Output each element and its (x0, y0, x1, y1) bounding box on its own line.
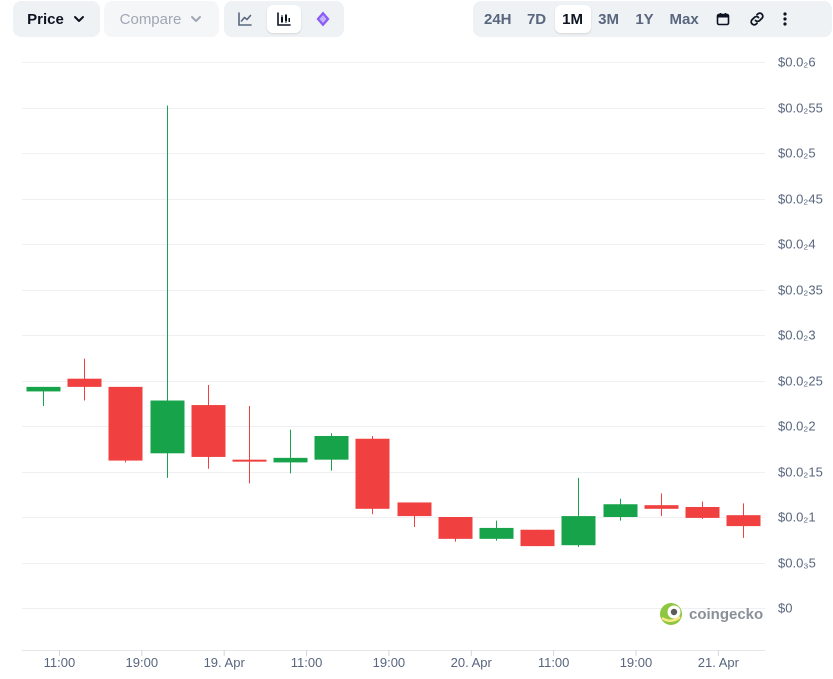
coingecko-logo-icon (660, 603, 682, 625)
x-tick-label: 21. Apr (698, 655, 740, 670)
range-3m-button[interactable]: 3M (598, 10, 619, 28)
candle-body-up (150, 400, 185, 454)
candle[interactable] (314, 433, 349, 471)
coingecko-watermark: coingecko (660, 603, 763, 625)
chevron-down-icon (191, 16, 202, 22)
candle[interactable] (479, 520, 514, 541)
candle-body-up (26, 386, 61, 392)
chart-type-switcher (224, 1, 344, 37)
candlestick-chart-icon (277, 12, 291, 26)
candle[interactable] (520, 529, 555, 547)
candle-body-down (232, 459, 267, 462)
y-tick-label: $0.0₂4 (778, 237, 816, 252)
share-link-button[interactable] (740, 5, 774, 33)
link-icon (750, 12, 764, 26)
compare-dropdown-label: Compare (119, 10, 182, 28)
calendar-icon (716, 13, 730, 26)
candles (26, 105, 761, 548)
chevron-down-icon (73, 16, 84, 22)
tradingview-icon (316, 11, 330, 27)
range-1m-button[interactable]: 1M (554, 5, 591, 33)
y-tick-label: $0.0₂6 (778, 55, 816, 70)
candlestick-chart: $0.0₂6 $0.0₂55 $0.0₂5 $0.0₂45 $0.0₂4 $0.0₂35 $… (22, 55, 823, 670)
candle[interactable] (644, 493, 679, 517)
x-tick-label: 11:00 (538, 655, 570, 670)
range-max-button[interactable]: Max (669, 10, 699, 28)
y-tick-label: $0.0₂55 (778, 101, 823, 116)
date-picker-button[interactable] (706, 5, 740, 33)
x-tick-label: 11:00 (291, 655, 323, 670)
candle[interactable] (273, 429, 308, 474)
line-chart-button[interactable] (228, 5, 261, 33)
candle-body-down (726, 515, 761, 527)
candlestick-chart-button[interactable] (267, 5, 301, 33)
chart-toolbar: Price Compare 24H 7D 1M 3M 1Y Max (0, 0, 833, 40)
y-tick-label: $0.0₂35 (778, 283, 823, 298)
range-24h-button[interactable]: 24H (484, 10, 512, 28)
candle[interactable] (232, 405, 267, 484)
y-tick-label: $0.0₂15 (778, 465, 823, 480)
candle-body-up (561, 516, 596, 546)
x-tick-label: 11:00 (44, 655, 76, 670)
y-tick-label: $0.0₂5 (778, 146, 816, 161)
candle[interactable] (603, 498, 638, 521)
price-dropdown-label: Price (27, 10, 64, 28)
line-chart-icon (237, 12, 252, 26)
candle-body-up (603, 504, 638, 517)
x-tick-label: 19:00 (373, 655, 406, 670)
tradingview-button[interactable] (307, 5, 340, 33)
price-dropdown[interactable]: Price (13, 1, 100, 37)
more-vertical-icon (783, 12, 787, 26)
x-tick-label: 19. Apr (204, 655, 246, 670)
candle-body-up (314, 436, 349, 460)
candle[interactable] (67, 358, 102, 401)
candle-body-down (520, 529, 555, 547)
x-tick-label: 19:00 (620, 655, 653, 670)
y-axis-labels: $0.0₂6 $0.0₂55 $0.0₂5 $0.0₂45 $0.0₂4 $0.0₂35 $… (778, 55, 823, 616)
candle-body-down (397, 502, 432, 517)
candle-body-down (685, 506, 720, 518)
candle-body-down (67, 378, 102, 387)
y-tick-label: $0.0₂2 (778, 419, 816, 434)
candle[interactable] (561, 477, 596, 548)
candle[interactable] (438, 517, 473, 542)
candle[interactable] (191, 385, 226, 469)
candle[interactable] (397, 502, 432, 528)
candle-body-up (273, 457, 308, 463)
compare-dropdown[interactable]: Compare (104, 1, 219, 37)
y-tick-label: $0.0₂3 (778, 328, 816, 343)
grid-lines (22, 62, 765, 651)
candle[interactable] (26, 386, 61, 406)
x-axis-labels: 11:00 19:00 19. Apr 11:00 19:00 20. Apr 11:00 1… (44, 650, 740, 670)
time-range-switcher: 24H 7D 1M 3M 1Y Max (473, 1, 832, 37)
candle-body-down (355, 438, 390, 509)
candle[interactable] (150, 105, 185, 478)
y-tick-label: $0.0₂1 (778, 510, 816, 525)
candle-body-down (644, 505, 679, 509)
candle-body-down (191, 405, 226, 457)
range-1y-button[interactable]: 1Y (635, 10, 654, 28)
x-tick-label: 20. Apr (451, 655, 493, 670)
y-tick-label: $0.0₂25 (778, 374, 823, 389)
watermark-text: coingecko (689, 606, 763, 623)
candle-body-up (479, 527, 514, 539)
x-tick-label: 19:00 (126, 655, 159, 670)
candle[interactable] (355, 436, 390, 515)
candle-body-down (108, 386, 143, 461)
more-options-button[interactable] (774, 5, 796, 33)
y-tick-label: $0.0₂45 (778, 192, 823, 207)
candle[interactable] (108, 386, 143, 463)
candle[interactable] (726, 503, 761, 538)
range-7d-button[interactable]: 7D (526, 10, 547, 28)
y-tick-label: $0.0₃5 (778, 556, 816, 571)
candle-body-down (438, 517, 473, 539)
y-tick-label: $0 (778, 601, 792, 616)
candle[interactable] (685, 501, 720, 519)
